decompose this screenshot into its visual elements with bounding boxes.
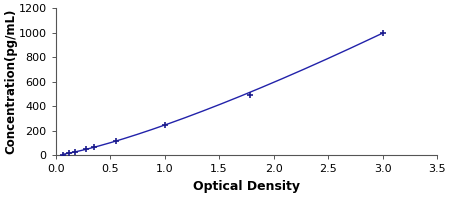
Y-axis label: Concentration(pg/mL): Concentration(pg/mL): [4, 9, 17, 154]
X-axis label: Optical Density: Optical Density: [193, 180, 300, 193]
